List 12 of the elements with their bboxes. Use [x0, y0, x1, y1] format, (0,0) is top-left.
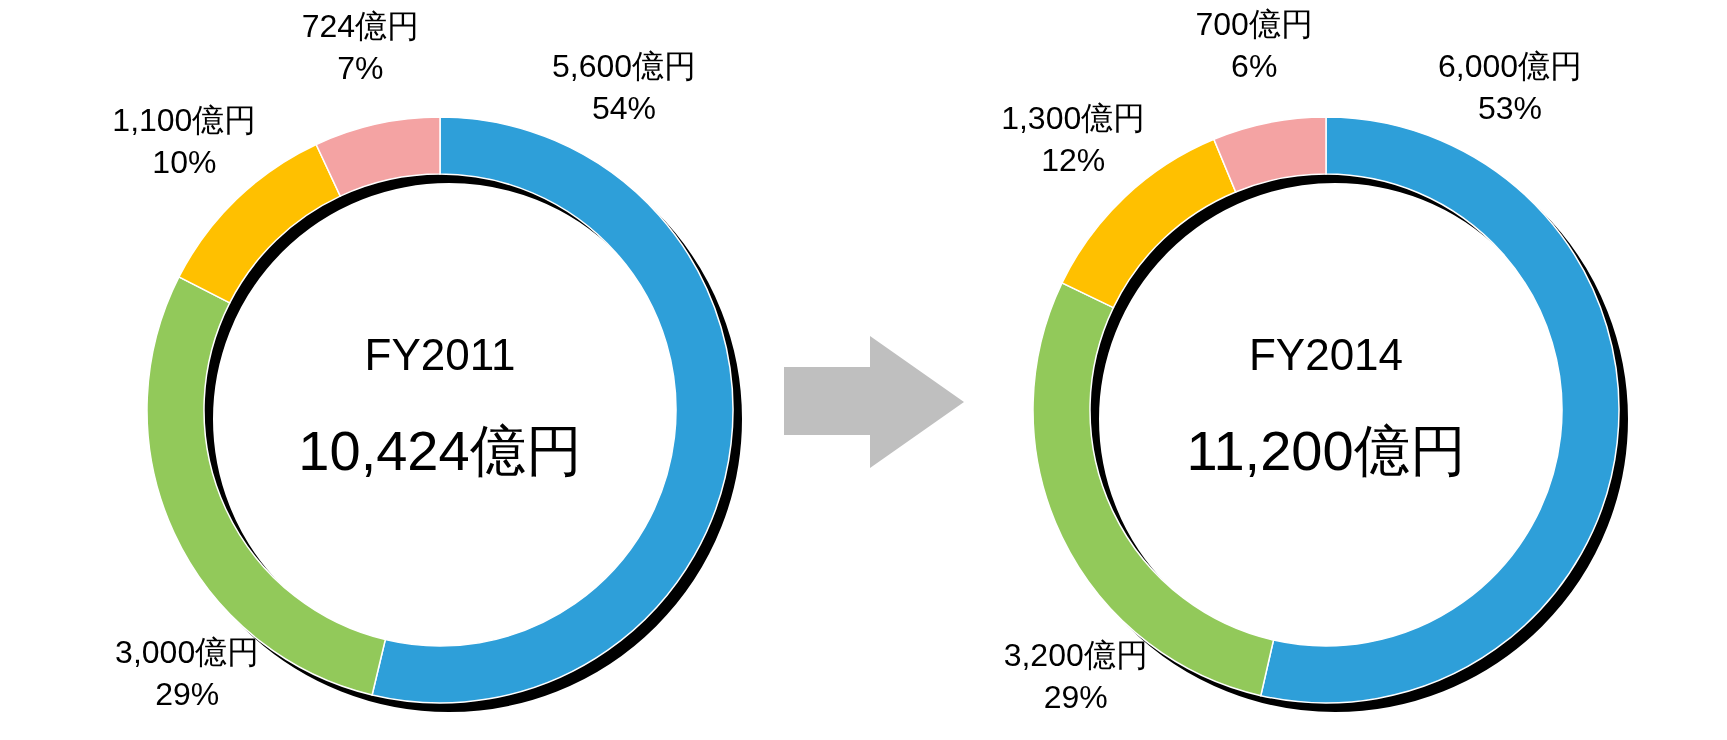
- data-label: 1,100億円 10%: [112, 102, 257, 181]
- text: 10,424億円: [298, 419, 582, 482]
- data-label: 700億円 6%: [1195, 6, 1313, 85]
- text: 11,200億円: [1186, 419, 1466, 482]
- text: FY2014: [1248, 330, 1404, 379]
- data-label: 3,200億円 29%: [1003, 636, 1148, 715]
- data-label: 3,000億円 29%: [115, 634, 260, 713]
- text: FY2011: [364, 330, 516, 379]
- data-label: 5,600億円 54%: [551, 48, 697, 127]
- data-label: 724億円 7%: [301, 7, 420, 86]
- data-label: 6,000億円 53%: [1437, 48, 1583, 127]
- data-label: 1,300億円 12%: [1001, 99, 1146, 178]
